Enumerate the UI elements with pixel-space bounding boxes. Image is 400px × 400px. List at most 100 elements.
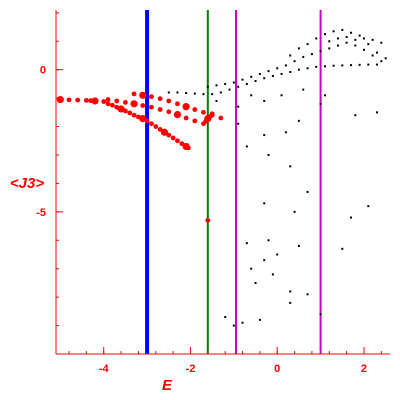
data-point-s2-2 — [176, 91, 179, 94]
data-point-s2-72 — [323, 94, 326, 97]
data-point-s2-10 — [245, 82, 248, 85]
data-point-s2-77 — [245, 145, 248, 148]
data-point-s2-64 — [371, 54, 374, 57]
data-point-s2-16 — [297, 68, 300, 71]
data-point-s2-46 — [380, 41, 383, 44]
data-point-s1-17 — [144, 118, 150, 124]
data-point-s2-104 — [250, 267, 253, 270]
data-point-s2-69 — [263, 99, 266, 102]
data-point-s2-98 — [258, 318, 261, 321]
data-point-s1-11 — [117, 105, 125, 113]
data-point-s2-65 — [380, 60, 383, 63]
data-point-s2-26 — [206, 85, 209, 88]
data-point-s2-91 — [341, 247, 344, 250]
data-point-s2-41 — [336, 44, 339, 47]
data-point-s1-6 — [91, 97, 99, 105]
data-point-s2-102 — [319, 313, 322, 316]
data-point-s1-36 — [173, 111, 182, 119]
data-point-s2-30 — [241, 78, 244, 81]
data-point-s2-74 — [375, 111, 378, 114]
data-point-s2-9 — [237, 85, 240, 88]
data-point-s2-15 — [289, 70, 292, 73]
data-point-s2-11 — [254, 80, 257, 83]
data-point-s1-33 — [149, 104, 154, 110]
data-point-s1-34 — [157, 107, 163, 112]
data-point-s2-49 — [306, 43, 309, 46]
data-point-s2-68 — [215, 99, 218, 102]
data-point-s2-76 — [263, 134, 266, 137]
data-point-s1-12 — [123, 108, 128, 114]
data-point-s2-54 — [349, 31, 352, 34]
data-point-s2-56 — [367, 43, 370, 46]
data-point-s1-31 — [130, 100, 138, 108]
data-point-s1-2 — [66, 97, 72, 103]
data-point-s1-40 — [131, 91, 137, 97]
data-point-s2-97 — [306, 293, 309, 296]
data-point-s1-38 — [192, 118, 198, 124]
data-point-s1-21 — [160, 128, 169, 136]
data-point-s2-5 — [202, 93, 205, 96]
data-point-s1-48 — [201, 109, 206, 115]
data-point-s2-7 — [219, 91, 222, 94]
data-point-s1-28 — [105, 97, 111, 102]
data-point-s2-12 — [263, 77, 266, 80]
data-point-s2-71 — [302, 88, 305, 91]
data-point-s1-47 — [192, 107, 198, 112]
data-point-s1-27 — [185, 145, 191, 151]
data-point-s2-94 — [271, 273, 274, 276]
data-point-s2-35 — [284, 64, 287, 67]
data-point-s2-29 — [232, 81, 235, 84]
data-point-s1-55 — [205, 217, 211, 223]
data-point-s1-32 — [140, 103, 146, 108]
data-point-s2-88 — [245, 242, 248, 245]
data-point-s2-63 — [362, 48, 365, 51]
data-point-s1-46 — [182, 103, 190, 111]
data-point-s2-39 — [319, 50, 322, 53]
data-point-s2-61 — [345, 36, 348, 39]
data-point-s2-18 — [315, 65, 318, 68]
data-point-s2-86 — [349, 216, 352, 219]
data-point-s1-22 — [166, 132, 172, 138]
data-point-s1-19 — [153, 124, 159, 129]
data-point-s2-82 — [289, 165, 292, 168]
data-point-s2-3 — [185, 92, 188, 95]
data-point-s1-1 — [56, 95, 64, 104]
data-point-s2-45 — [371, 38, 374, 41]
data-point-s1-29 — [114, 98, 120, 104]
data-point-s2-81 — [267, 153, 270, 156]
data-point-s2-48 — [297, 47, 300, 50]
data-point-s2-85 — [293, 210, 296, 213]
data-point-s2-78 — [284, 131, 287, 134]
data-point-s2-32 — [258, 72, 261, 75]
data-point-s2-47 — [289, 54, 292, 57]
data-point-s2-83 — [306, 190, 309, 193]
data-point-s2-84 — [263, 202, 266, 205]
y-tick-label-2: -5 — [36, 207, 46, 219]
data-point-s2-70 — [280, 94, 283, 97]
data-point-s1-54 — [209, 111, 215, 117]
data-point-s2-19 — [323, 65, 326, 68]
data-point-s1-18 — [149, 121, 154, 127]
data-point-s1-7 — [101, 99, 107, 104]
data-point-s2-99 — [241, 321, 244, 324]
data-point-s2-53 — [341, 28, 344, 31]
data-point-s2-31 — [250, 75, 253, 78]
data-point-s2-89 — [267, 239, 270, 242]
data-point-s2-93 — [276, 253, 279, 256]
data-point-s2-4 — [193, 92, 196, 95]
data-point-s2-62 — [354, 44, 357, 47]
x-tick-label-3: 0 — [274, 363, 280, 375]
data-point-s2-44 — [362, 37, 365, 40]
data-point-s1-52 — [203, 119, 209, 124]
data-point-s2-101 — [232, 324, 235, 327]
data-point-s1-23 — [170, 135, 176, 141]
data-point-s1-24 — [175, 138, 180, 144]
data-point-s1-44 — [166, 98, 172, 104]
data-point-s2-92 — [263, 259, 266, 262]
data-point-s2-73 — [354, 114, 357, 117]
y-tick-label-1: 0 — [40, 65, 46, 77]
x-tick-label-4: 2 — [361, 363, 367, 375]
data-point-s2-80 — [319, 102, 322, 105]
reference-lines-layer — [145, 10, 322, 354]
data-point-s2-87 — [367, 205, 370, 208]
